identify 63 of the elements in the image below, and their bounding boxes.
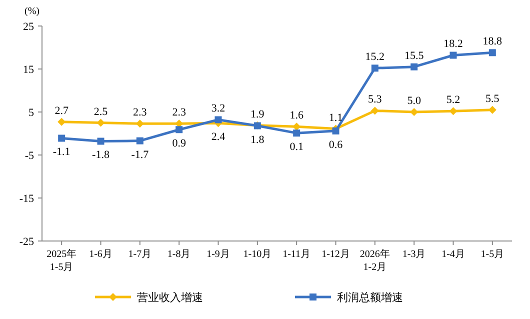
data-label: 5.0 [407, 95, 422, 107]
data-label: 1.6 [290, 110, 304, 122]
x-tick-label: 1-5月 [480, 249, 504, 260]
point [58, 118, 66, 126]
data-label: 18.2 [444, 38, 463, 50]
data-label: -1.1 [52, 146, 70, 158]
x-tick-label: 2026年 1-2月 [360, 248, 390, 273]
data-label: 15.2 [365, 51, 385, 64]
data-label: 15.5 [404, 50, 424, 62]
point [176, 126, 183, 134]
x-tick-label: 1-7月 [128, 249, 152, 260]
point [449, 107, 458, 116]
data-label: -1.7 [131, 148, 150, 161]
point [292, 122, 301, 131]
x-tick-label: 1-4月 [442, 249, 465, 260]
y-tick-label: 15 [23, 64, 34, 76]
point [214, 116, 222, 124]
y-tick-label: -25 [19, 236, 34, 248]
point [450, 52, 457, 59]
point [136, 137, 144, 144]
x-tick-label: 1-6月 [89, 249, 112, 260]
data-label: 0.9 [172, 138, 186, 150]
x-tick-label: 1-10月 [243, 249, 272, 260]
data-label: 5.5 [486, 92, 500, 105]
y-tick-label: 25 [23, 21, 34, 33]
y-tick-label: 5 [28, 107, 34, 119]
data-label: 2.3 [133, 106, 148, 119]
x-tick-label: 1-11月 [282, 249, 311, 260]
x-tick-label: 1-9月 [206, 249, 230, 260]
y-axis-title: (%) [24, 6, 40, 17]
x-tick-label: 1-3月 [402, 249, 426, 260]
point [293, 130, 300, 137]
point [96, 118, 105, 127]
point [97, 138, 104, 145]
data-label: 18.8 [482, 36, 503, 48]
data-label: 1.1 [328, 112, 343, 124]
data-label: 2.3 [172, 106, 186, 119]
y-tick-label: -15 [19, 193, 34, 205]
data-label: 0.6 [328, 138, 344, 151]
point [488, 106, 496, 114]
point [410, 63, 418, 70]
point [370, 106, 379, 115]
data-label: 1.9 [250, 108, 265, 120]
y-tick-label: -5 [24, 150, 34, 162]
x-tick-label: 1-8月 [167, 249, 191, 260]
data-label: 0.1 [290, 141, 304, 154]
x-tick-label: 1-12月 [322, 249, 350, 260]
x-tick-label: 2025年 1-5月 [46, 248, 77, 273]
point [136, 120, 144, 128]
data-label: 2.4 [211, 131, 226, 144]
data-label: -1.8 [92, 149, 110, 162]
data-label: 2.5 [94, 106, 108, 118]
point [371, 64, 378, 72]
data-label: 5.2 [446, 94, 460, 106]
data-label: 5.3 [368, 94, 382, 106]
data-label: 3.2 [211, 102, 226, 115]
point [58, 134, 66, 142]
data-label: 2.7 [54, 104, 69, 117]
legend-label: 利润总额增速 [337, 291, 403, 304]
legend-label: 营业收入增速 [137, 291, 203, 304]
point [488, 49, 496, 56]
data-label: 1.8 [250, 134, 265, 146]
point [332, 127, 340, 134]
